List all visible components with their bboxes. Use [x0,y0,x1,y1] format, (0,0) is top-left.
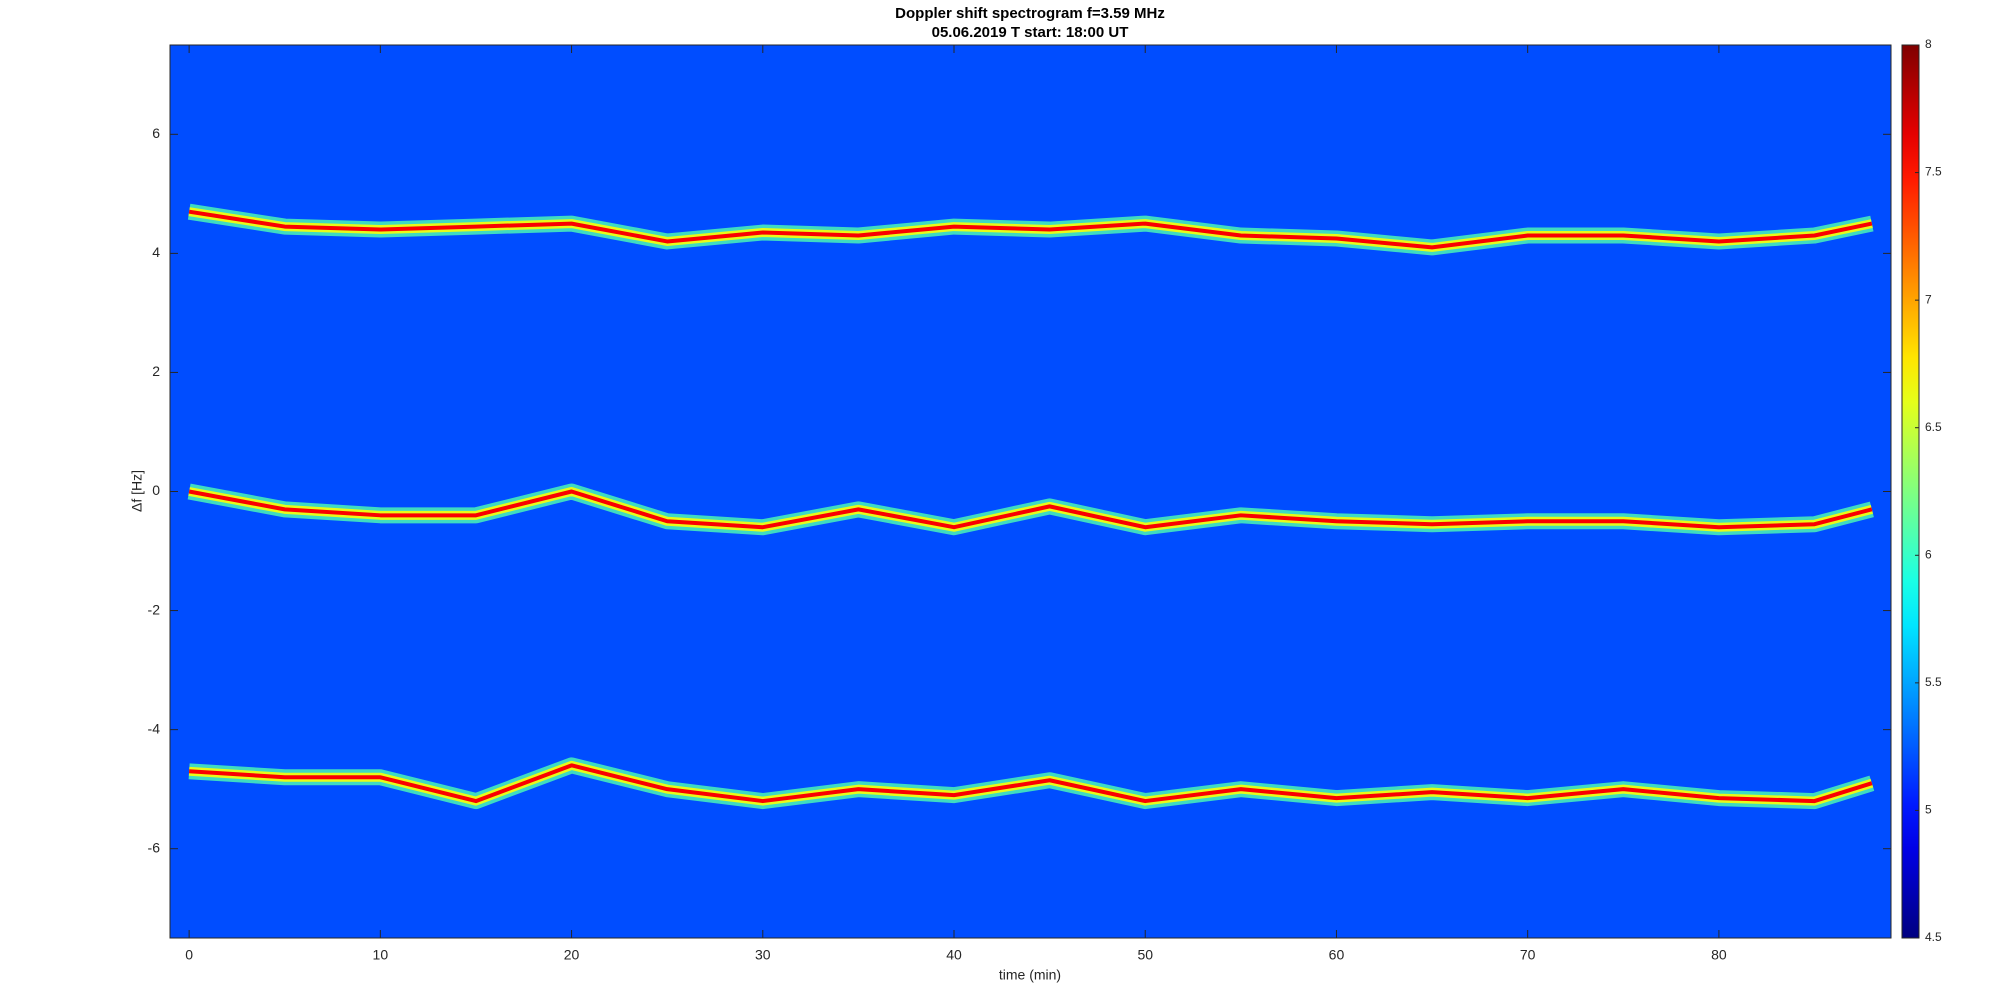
x-tick-label: 40 [946,947,962,963]
colorbar-tick-label: 8 [1925,37,1932,51]
x-tick-label: 20 [564,947,580,963]
colorbar-tick-label: 7 [1925,292,1932,306]
ridge-trace [188,209,1873,250]
y-axis-label: Δf [Hz] [129,470,145,512]
x-tick-label: 0 [185,947,193,963]
colorbar-tick-label: 4.5 [1925,930,1942,944]
colorbar-tick-label: 7.5 [1925,165,1942,179]
x-tick-label: 50 [1137,947,1153,963]
x-tick-label: 80 [1711,947,1727,963]
ridge-trace [188,763,1873,804]
colorbar-tick-label: 6.5 [1925,420,1942,434]
y-tick-label: 6 [152,125,160,141]
x-tick-label: 70 [1520,947,1536,963]
y-tick-label: 2 [152,363,160,379]
y-tick-label: -2 [148,601,161,617]
x-tick-label: 30 [755,947,771,963]
ridge-trace [188,489,1873,530]
y-tick-label: -6 [148,839,161,855]
x-tick-label: 10 [373,947,389,963]
colorbar [1901,44,1920,939]
x-axis-label: time (min) [999,967,1061,983]
chart-subtitle: 05.06.2019 T start: 18:00 UT [932,24,1129,41]
colorbar-tick-label: 5 [1925,803,1932,817]
y-tick-label: 0 [152,482,160,498]
plot-background [170,45,1891,938]
y-tick-label: 4 [152,244,160,260]
chart-title: Doppler shift spectrogram f=3.59 MHz [895,5,1165,22]
y-tick-label: -4 [148,720,161,736]
colorbar-tick-label: 5.5 [1925,675,1942,689]
x-tick-label: 60 [1329,947,1345,963]
colorbar-tick-label: 6 [1925,547,1932,561]
